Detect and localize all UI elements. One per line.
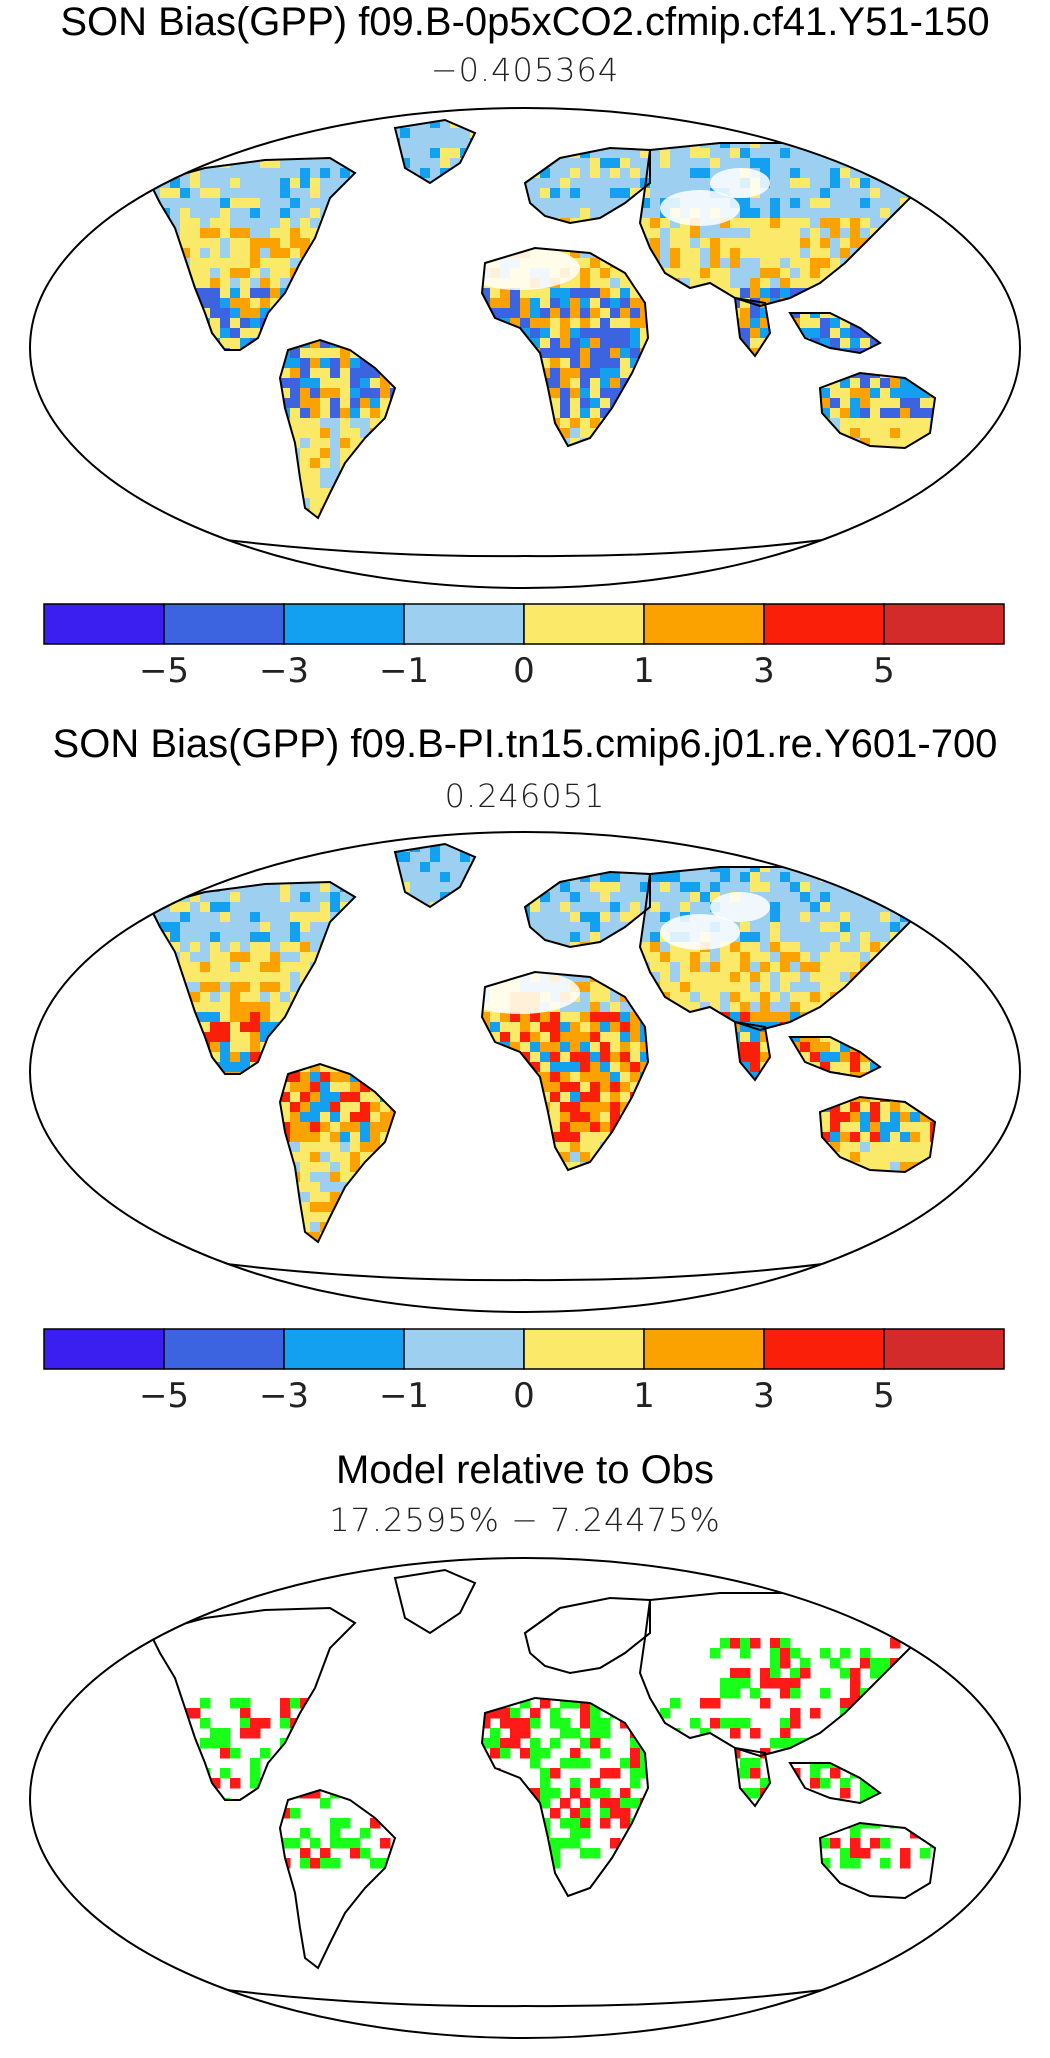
- colorbar-label: −5: [139, 1376, 189, 1416]
- colorbar-label: 1: [633, 1376, 655, 1416]
- panel1-colorbar: −5 −3 −1 0 1 3 5: [0, 600, 1050, 700]
- colorbar-label: 1: [633, 651, 655, 691]
- colorbar-swatch: [644, 1329, 764, 1369]
- colorbar-label: 0: [513, 651, 535, 691]
- panel2-subtitle: 0.246051: [0, 778, 1050, 814]
- colorbar-swatch: [284, 604, 404, 644]
- colorbar-swatch: [404, 1329, 524, 1369]
- colorbar-swatch: [764, 1329, 884, 1369]
- colorbar-swatch: [644, 604, 764, 644]
- colorbar-label: −1: [379, 1376, 429, 1416]
- colorbar-swatch: [524, 604, 644, 644]
- colorbar-label: −1: [379, 651, 429, 691]
- panel3-subtitle: 17.2595% − 7.24475%: [0, 1502, 1050, 1538]
- panel1-subtitle: −0.405364: [0, 52, 1050, 88]
- colorbar-label: −5: [139, 651, 189, 691]
- colorbar-swatch: [884, 604, 1004, 644]
- colorbar-swatch: [44, 1329, 164, 1369]
- colorbar-label: −3: [259, 651, 309, 691]
- colorbar-swatch: [164, 604, 284, 644]
- colorbar-label: −3: [259, 1376, 309, 1416]
- colorbar-label: 3: [753, 1376, 775, 1416]
- colorbar-label: 5: [873, 651, 895, 691]
- panel1-map: [0, 88, 1050, 608]
- panel2-colorbar: −5 −3 −1 0 1 3 5: [0, 1325, 1050, 1425]
- colorbar-swatch: [524, 1329, 644, 1369]
- panel2-map: [0, 812, 1050, 1332]
- panel2-title: SON Bias(GPP) f09.B-PI.tn15.cmip6.j01.re…: [0, 722, 1050, 766]
- panel1-title: SON Bias(GPP) f09.B-0p5xCO2.cfmip.cf41.Y…: [0, 0, 1050, 44]
- colorbar-label: 0: [513, 1376, 535, 1416]
- colorbar-swatch: [284, 1329, 404, 1369]
- colorbar-swatch: [764, 604, 884, 644]
- colorbar-swatch: [404, 604, 524, 644]
- colorbar-label: 5: [873, 1376, 895, 1416]
- colorbar-swatch: [884, 1329, 1004, 1369]
- colorbar-swatch: [164, 1329, 284, 1369]
- panel3-title: Model relative to Obs: [0, 1448, 1050, 1492]
- colorbar-swatch: [44, 604, 164, 644]
- panel3-map: [0, 1538, 1050, 2058]
- colorbar-label: 3: [753, 651, 775, 691]
